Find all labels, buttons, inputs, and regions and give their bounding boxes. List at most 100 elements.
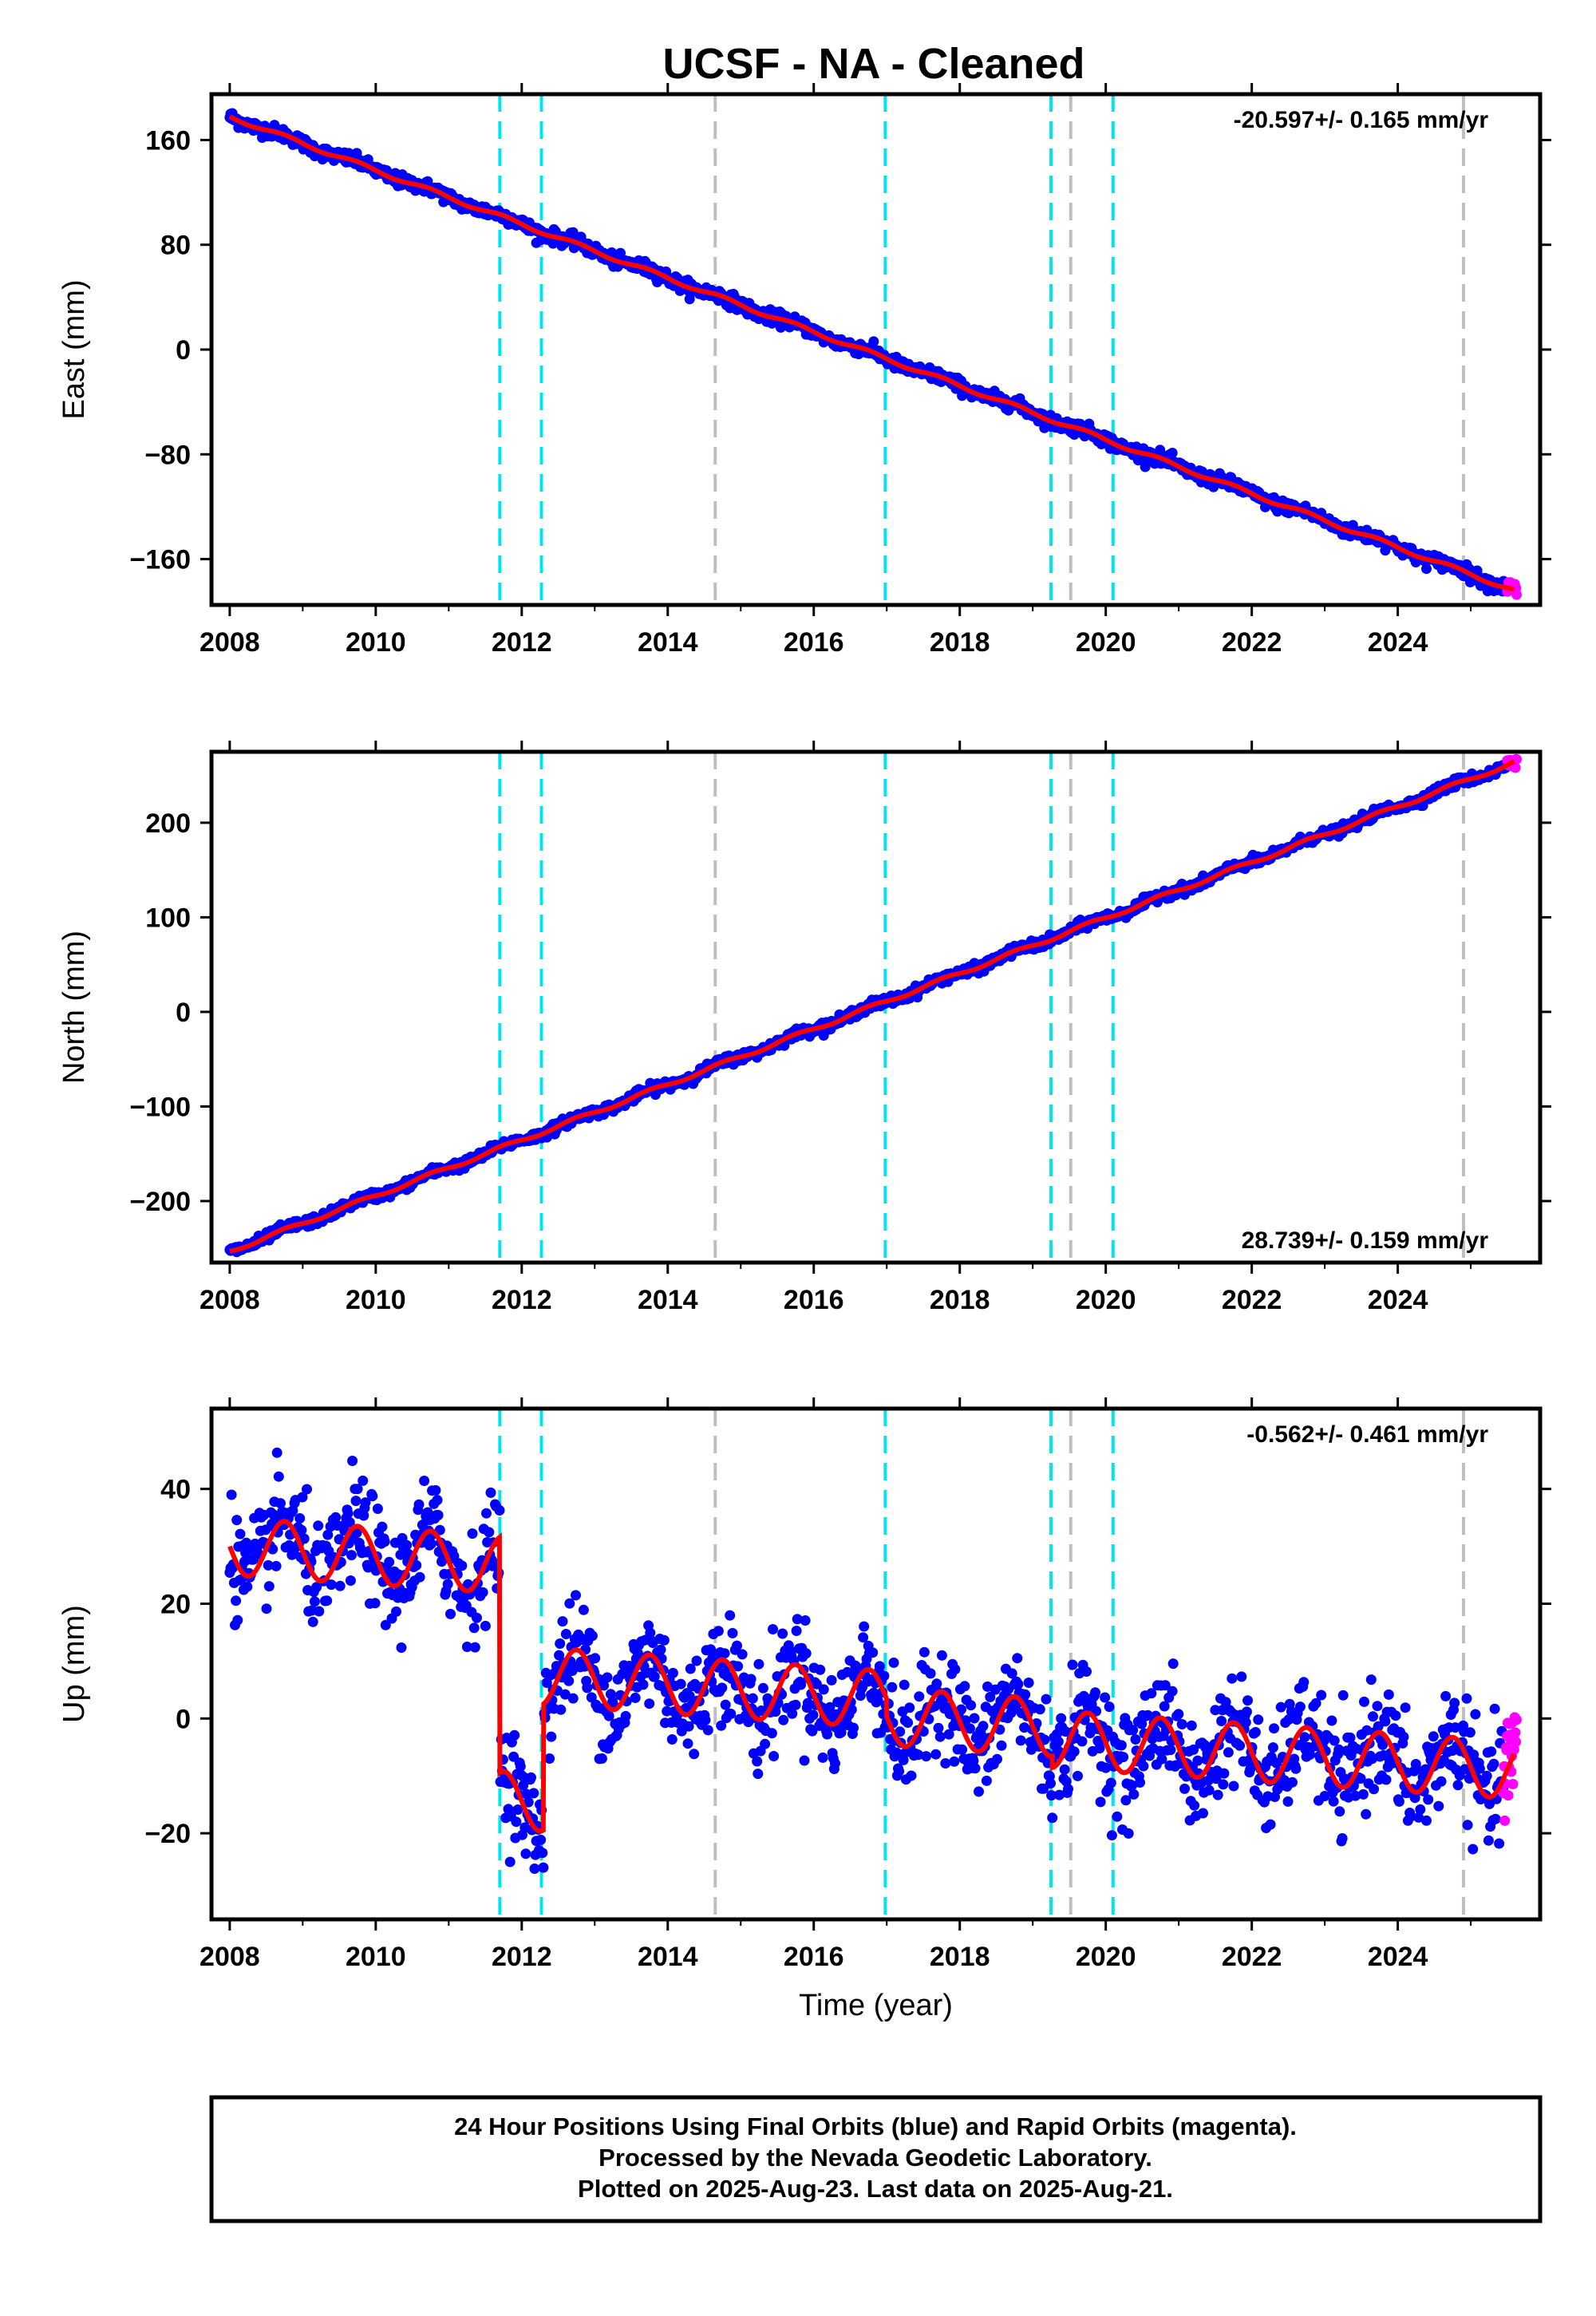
final-orbit-point — [1398, 1731, 1409, 1742]
final-orbit-point — [1020, 1689, 1031, 1700]
final-orbit-point — [675, 1678, 686, 1690]
final-orbit-point — [666, 1734, 678, 1745]
x-tick-label: 2020 — [1076, 1942, 1136, 1972]
final-orbit-point — [1186, 1720, 1197, 1731]
final-orbit-point — [1219, 1768, 1230, 1779]
final-orbit-point — [1269, 1723, 1279, 1734]
final-orbit-point — [567, 227, 579, 238]
final-orbit-point — [969, 1713, 980, 1724]
final-orbit-point — [1381, 1774, 1392, 1785]
final-orbit-point — [1104, 1701, 1115, 1713]
x-tick-label: 2016 — [784, 1285, 844, 1315]
final-orbit-point — [966, 1700, 977, 1711]
final-orbit-point — [904, 1702, 915, 1713]
final-orbit-point — [1100, 1692, 1111, 1703]
footer-line-3: Plotted on 2025-Aug-23. Last data on 202… — [578, 2175, 1173, 2203]
final-orbit-point — [717, 1682, 728, 1694]
final-orbit-point — [432, 1495, 443, 1506]
final-orbit-point — [725, 1709, 737, 1719]
final-orbit-point — [818, 1684, 829, 1695]
final-orbit-point — [1440, 1690, 1452, 1701]
final-orbit-point — [401, 1539, 413, 1551]
y-tick-label: 0 — [176, 1704, 191, 1734]
final-orbit-point — [921, 1751, 932, 1762]
final-orbit-point — [469, 1642, 480, 1653]
final-orbit-point — [307, 1616, 318, 1627]
final-orbit-point — [1265, 1819, 1276, 1830]
final-orbit-point — [720, 1699, 731, 1710]
final-orbit-point — [347, 1456, 358, 1466]
final-orbit-point — [874, 1661, 885, 1672]
final-orbit-point — [477, 1587, 488, 1598]
final-orbit-point — [226, 1489, 237, 1500]
final-orbit-point — [1176, 1719, 1187, 1729]
final-orbit-point — [996, 1740, 1007, 1751]
final-orbit-point — [1337, 1833, 1348, 1844]
final-orbit-point — [1167, 1686, 1178, 1697]
final-orbit-point — [419, 1476, 430, 1486]
plot-area — [224, 94, 1522, 605]
final-orbit-point — [261, 1603, 272, 1614]
final-orbit-point — [1203, 1784, 1215, 1796]
final-orbit-point — [1063, 1784, 1073, 1795]
final-orbit-points — [224, 1447, 1509, 1874]
y-tick-label: −20 — [144, 1819, 191, 1849]
final-orbit-point — [1123, 1828, 1134, 1839]
final-orbit-point — [1165, 1745, 1176, 1756]
final-orbit-point — [1056, 1713, 1067, 1724]
x-tick-label: 2020 — [1076, 627, 1136, 658]
final-orbit-point — [367, 1491, 378, 1502]
final-orbit-point — [1326, 1715, 1337, 1726]
x-tick-label: 2008 — [200, 1942, 260, 1972]
y-tick-label: 40 — [160, 1475, 191, 1505]
final-orbit-point — [384, 1556, 395, 1567]
final-orbit-point — [571, 1590, 581, 1601]
final-orbit-point — [790, 1699, 801, 1710]
final-orbit-point — [702, 1725, 713, 1736]
final-orbit-point — [294, 1513, 306, 1524]
final-orbit-point — [1334, 1806, 1345, 1817]
final-orbit-point — [1236, 1671, 1247, 1682]
final-orbit-point — [682, 1738, 693, 1749]
x-tick-label: 2018 — [930, 1942, 990, 1972]
final-orbit-point — [848, 1722, 859, 1733]
final-orbit-point — [1192, 1755, 1203, 1766]
final-orbit-point — [658, 1634, 670, 1646]
final-orbit-point — [936, 1650, 947, 1661]
x-tick-label: 2014 — [638, 1942, 698, 1972]
final-orbit-point — [472, 1612, 482, 1623]
final-orbit-point — [1494, 1838, 1505, 1849]
x-tick-label: 2012 — [492, 1942, 552, 1972]
figure-title: UCSF - NA - Cleaned — [662, 40, 1084, 88]
final-orbit-point — [1436, 1776, 1447, 1787]
final-orbit-point — [753, 1769, 764, 1780]
final-orbit-point — [271, 1560, 282, 1571]
final-orbit-point — [1470, 1709, 1481, 1720]
final-orbit-point — [1372, 1701, 1383, 1712]
final-orbit-point — [719, 1648, 730, 1659]
final-orbit-point — [1105, 1777, 1116, 1788]
final-orbit-point — [232, 1614, 243, 1626]
y-tick-label: −160 — [129, 545, 191, 575]
final-orbit-point — [358, 1475, 369, 1486]
final-orbit-point — [766, 1728, 777, 1739]
x-tick-label: 2012 — [492, 1285, 552, 1315]
final-orbit-point — [747, 1693, 758, 1704]
final-orbit-point — [1390, 1710, 1401, 1721]
final-orbit-point — [1118, 1752, 1129, 1763]
rapid-orbit-point — [1510, 1727, 1521, 1738]
final-orbit-point — [1073, 1770, 1083, 1781]
final-orbit-point — [1130, 1734, 1141, 1745]
x-tick-label: 2008 — [200, 1285, 260, 1315]
final-orbit-point — [242, 1581, 253, 1592]
final-orbit-point — [732, 1640, 742, 1651]
final-orbit-point — [752, 1756, 763, 1767]
final-orbit-point — [520, 1848, 531, 1860]
final-orbit-point — [322, 1595, 333, 1607]
final-orbit-point — [372, 1504, 383, 1514]
final-orbit-point — [1228, 1780, 1239, 1792]
final-orbit-point — [309, 1596, 320, 1607]
final-orbit-point — [263, 1581, 275, 1592]
final-orbit-point — [933, 1722, 944, 1733]
final-orbit-point — [590, 1653, 601, 1664]
